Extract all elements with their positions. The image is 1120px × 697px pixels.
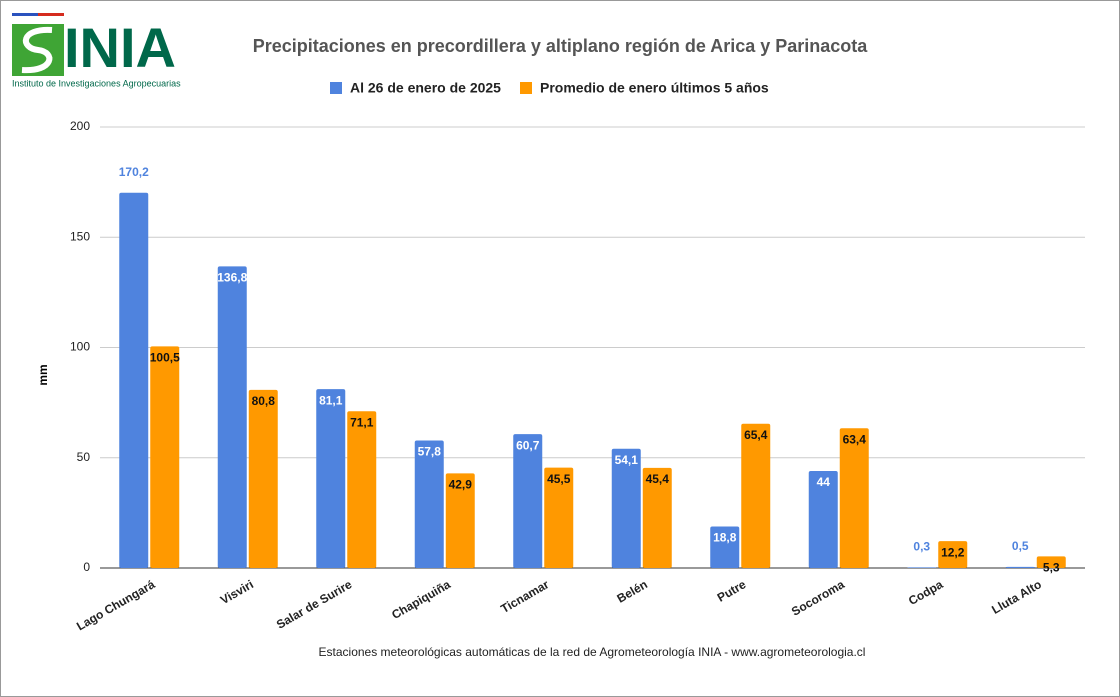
footnote: Estaciones meteorológicas automáticas de… xyxy=(319,645,866,659)
bar xyxy=(150,346,180,568)
logo-swirl xyxy=(21,26,53,74)
value-label: 18,8 xyxy=(713,531,737,545)
value-label: 81,1 xyxy=(319,393,343,407)
value-label: 54,1 xyxy=(615,453,639,467)
bar xyxy=(544,467,574,568)
value-label: 100,5 xyxy=(150,351,180,365)
logo-subtitle: Instituto de Investigaciones Agropecuari… xyxy=(12,78,181,88)
y-tick-label: 150 xyxy=(70,229,90,243)
bar xyxy=(119,192,149,569)
y-tick-label: 0 xyxy=(83,560,90,574)
value-label: 170,2 xyxy=(119,165,149,179)
bar xyxy=(414,440,444,568)
bar xyxy=(1005,566,1035,568)
value-label: 44 xyxy=(817,475,831,489)
legend-label: Al 26 de enero de 2025 xyxy=(350,80,501,96)
bar xyxy=(445,473,475,568)
value-label: 0,3 xyxy=(913,540,930,554)
bar xyxy=(741,423,771,568)
bar xyxy=(347,411,377,568)
value-label: 60,7 xyxy=(516,438,540,452)
y-tick-label: 200 xyxy=(70,119,90,133)
value-label: 57,8 xyxy=(418,445,442,459)
bar xyxy=(248,389,278,568)
value-label: 65,4 xyxy=(744,428,768,442)
value-label: 45,4 xyxy=(646,472,670,486)
value-label: 71,1 xyxy=(350,415,374,429)
legend-swatch xyxy=(330,82,342,94)
bar xyxy=(513,434,543,568)
bar xyxy=(710,526,740,568)
y-axis-label: mm xyxy=(36,364,50,385)
bar xyxy=(938,541,968,568)
value-label: 63,4 xyxy=(843,432,867,446)
y-tick-label: 50 xyxy=(77,450,91,464)
value-label: 42,9 xyxy=(449,478,473,492)
flag-blue xyxy=(12,13,38,16)
legend-swatch xyxy=(520,82,532,94)
value-label: 80,8 xyxy=(252,394,276,408)
logo-text: INIA xyxy=(64,16,176,79)
logo: INIA Instituto de Investigaciones Agrope… xyxy=(12,13,181,88)
chart-title: Precipitaciones en precordillera y altip… xyxy=(253,36,869,56)
bar xyxy=(808,470,838,568)
bar xyxy=(611,448,641,568)
value-label: 0,5 xyxy=(1012,539,1029,553)
bar xyxy=(1036,556,1066,568)
bar xyxy=(217,266,247,568)
value-label: 5,3 xyxy=(1043,560,1060,574)
bar xyxy=(642,467,672,568)
bar xyxy=(907,567,937,568)
value-label: 45,5 xyxy=(547,472,571,486)
value-label: 12,2 xyxy=(941,545,965,559)
y-tick-label: 100 xyxy=(70,340,90,354)
value-label: 136,8 xyxy=(217,271,247,285)
flag-red xyxy=(38,13,64,16)
bar xyxy=(839,428,869,568)
legend-label: Promedio de enero últimos 5 años xyxy=(540,80,769,96)
bar xyxy=(316,389,346,568)
